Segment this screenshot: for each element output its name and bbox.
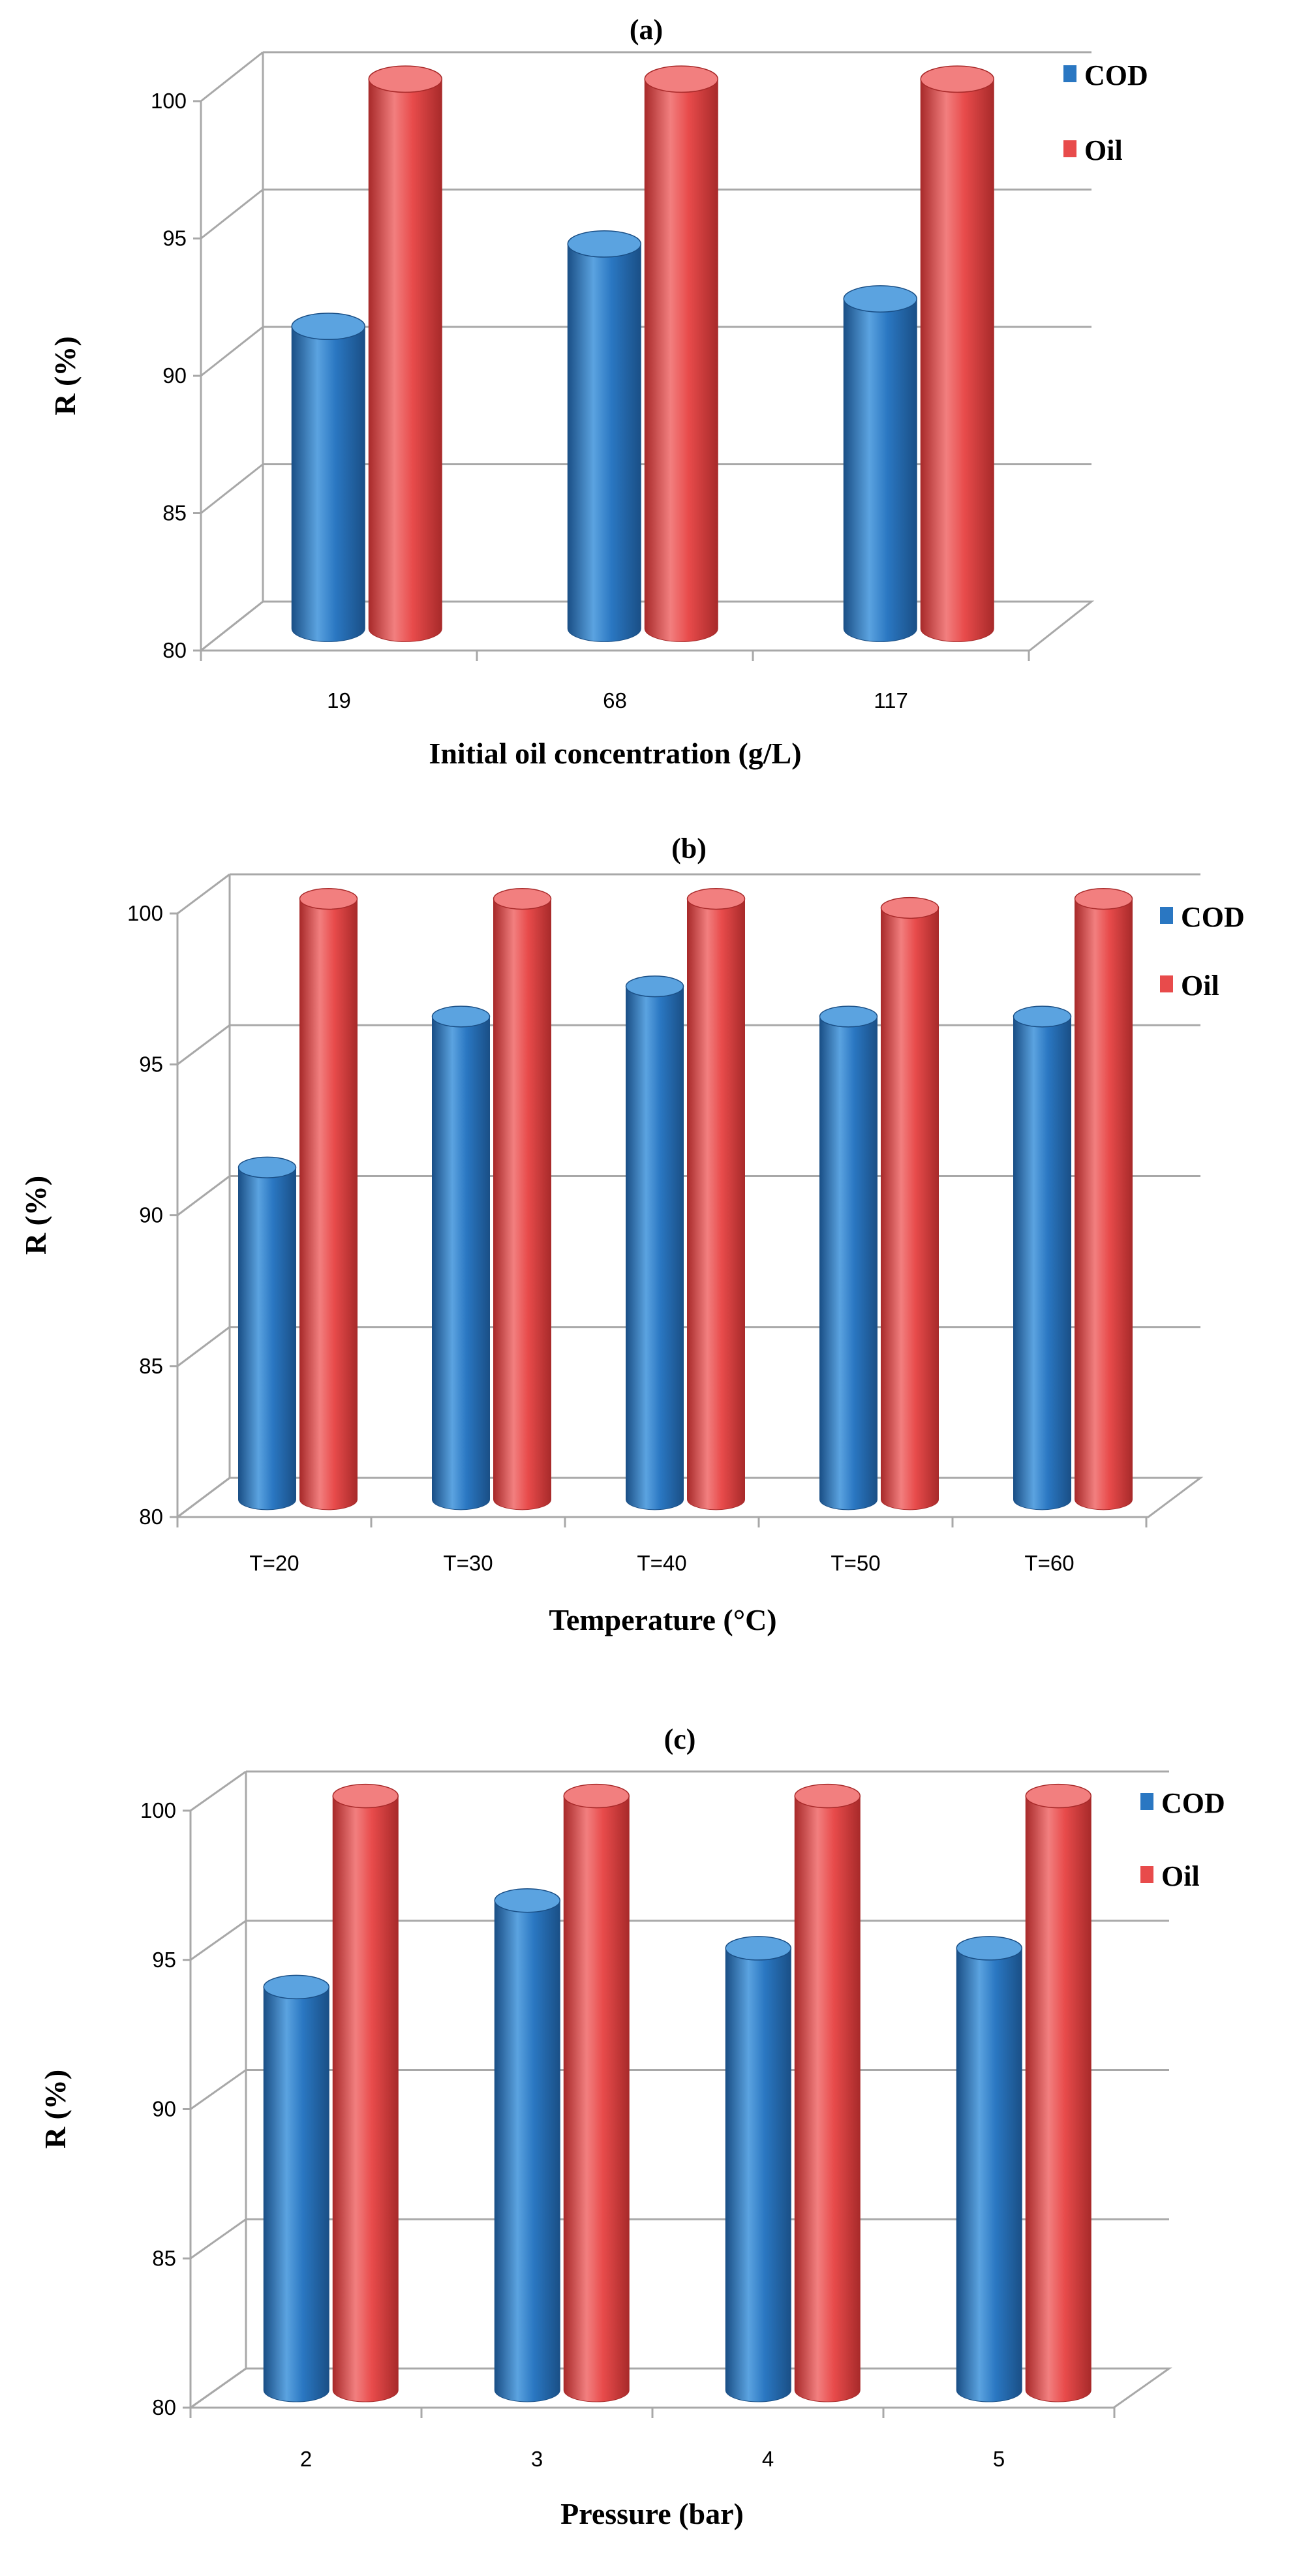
y-tick-label: 100	[140, 1798, 176, 1822]
y-tick-label: 95	[139, 1052, 163, 1076]
x-tick-label: 4	[762, 2447, 774, 2471]
bar-oil	[794, 1783, 861, 2402]
gridline-side	[190, 2069, 247, 2110]
legend-label: Oil	[1084, 134, 1123, 166]
legend-swatch	[1063, 65, 1076, 82]
y-axis-label: R (%)	[19, 1176, 52, 1255]
bar-oil	[493, 888, 552, 1510]
bar-oil	[1074, 888, 1133, 1510]
gridline-side	[177, 1175, 230, 1216]
y-tick-label: 90	[152, 2097, 176, 2121]
bar-cod	[494, 1888, 560, 2402]
x-tick-label: T=30	[443, 1551, 493, 1575]
y-tick-label: 85	[162, 501, 187, 525]
y-tick-label: 85	[152, 2246, 176, 2270]
gridline-side	[190, 2218, 247, 2260]
x-tick-label: T=20	[249, 1551, 299, 1575]
legend-item-oil: Oil	[1063, 134, 1123, 166]
bar-oil	[686, 888, 746, 1510]
legend-item-cod: COD	[1140, 1787, 1225, 1819]
gridline-side	[200, 51, 264, 102]
y-tick-label: 85	[139, 1354, 163, 1378]
bar-oil	[1025, 1783, 1091, 2402]
bar-cod	[431, 1005, 491, 1510]
bar-cod	[625, 975, 684, 1510]
panel-title: (a)	[630, 14, 663, 46]
gridline-side	[177, 1024, 230, 1066]
bar-oil	[920, 65, 994, 642]
bar-oil	[332, 1783, 399, 2402]
legend-swatch	[1160, 975, 1173, 992]
y-axis-label: R (%)	[48, 336, 82, 415]
x-axis-label: Initial oil concentration (g/L)	[429, 737, 801, 770]
y-tick-label: 80	[152, 2395, 176, 2419]
legend-swatch	[1063, 140, 1076, 157]
gridline-side	[200, 326, 264, 377]
legend-swatch	[1160, 907, 1173, 924]
floor	[174, 1477, 1204, 1518]
bar-cod	[567, 230, 641, 642]
panel-title: (c)	[664, 1723, 696, 1755]
bar-cod	[237, 1156, 297, 1510]
gridline-side	[190, 1770, 247, 1812]
floor	[187, 2367, 1172, 2409]
legend-swatch	[1140, 1866, 1153, 1883]
x-tick-label: 117	[874, 688, 908, 713]
chart-panel-2: 80 85 90 95 100 T=20 T=30 T=40 T=50 T=60 (b) Temper…	[19, 833, 1245, 1636]
y-tick-label: 90	[139, 1203, 163, 1227]
legend-label: COD	[1084, 59, 1148, 91]
x-tick-label: 68	[603, 688, 627, 713]
gridline-side	[177, 873, 230, 915]
panel-title: (b)	[671, 833, 707, 865]
bar-cod	[819, 1005, 878, 1510]
bar-cod	[291, 313, 365, 642]
legend-swatch	[1140, 1793, 1153, 1810]
x-tick-label: T=40	[637, 1551, 686, 1575]
y-tick-label: 100	[151, 89, 187, 113]
y-tick-label: 95	[162, 226, 187, 251]
bar-oil	[299, 888, 358, 1510]
y-tick-label: 90	[162, 363, 187, 388]
y-tick-label: 100	[127, 901, 163, 925]
y-tick-label: 95	[152, 1948, 176, 1972]
y-tick-label: 80	[139, 1505, 163, 1529]
legend-item-oil: Oil	[1140, 1860, 1200, 1892]
legend-item-oil: Oil	[1160, 970, 1219, 1002]
gridline-side	[200, 463, 264, 514]
bar-cod	[956, 1936, 1022, 2402]
bar-oil	[644, 65, 718, 642]
legend-item-cod: COD	[1160, 901, 1245, 933]
bar-oil	[563, 1783, 630, 2402]
legend-label: COD	[1181, 901, 1245, 933]
bar-oil	[880, 897, 939, 1510]
bar-cod	[263, 1974, 329, 2402]
bar-cod	[1013, 1005, 1072, 1510]
x-tick-label: 19	[327, 688, 351, 713]
legend-label: COD	[1161, 1787, 1225, 1819]
legend-label: Oil	[1181, 970, 1219, 1002]
gridline-side	[177, 1326, 230, 1367]
legend-label: Oil	[1161, 1860, 1200, 1892]
x-tick-label: T=50	[831, 1551, 880, 1575]
gridline-side	[190, 1920, 247, 1961]
chart-panel-3: 80 85 90 95 100 2 3 4 5 (c) Pressure (bar) R (%) COD…	[38, 1723, 1225, 2530]
y-axis-label: R (%)	[38, 2070, 72, 2149]
bar-oil	[368, 65, 442, 642]
bar-cod	[725, 1936, 791, 2402]
x-axis-label: Pressure (bar)	[560, 2497, 744, 2530]
x-tick-label: 5	[993, 2447, 1005, 2471]
x-tick-label: T=60	[1024, 1551, 1074, 1575]
chart-panel-1: 80 85 90 95 100 19 68 117 (a) Initial oil concent…	[48, 14, 1148, 770]
gridline-side	[200, 189, 264, 239]
legend-item-cod: COD	[1063, 59, 1148, 91]
y-tick-label: 80	[162, 638, 187, 662]
x-tick-label: 3	[531, 2447, 543, 2471]
x-tick-label: 2	[300, 2447, 312, 2471]
x-axis-label: Temperature (°C)	[549, 1603, 776, 1636]
bar-cod	[843, 285, 917, 642]
